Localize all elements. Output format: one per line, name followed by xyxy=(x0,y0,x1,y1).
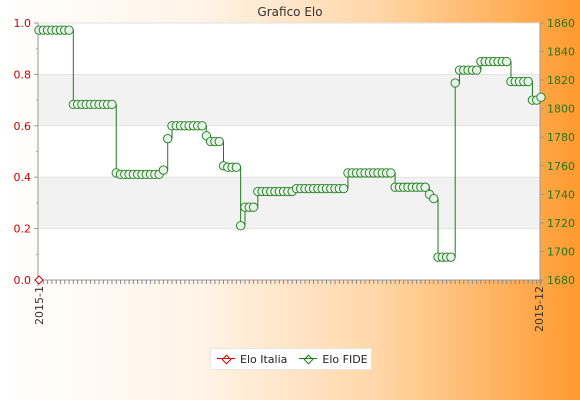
legend-item-elo-italia[interactable]: Elo Italia xyxy=(217,353,287,366)
plot-band xyxy=(38,177,540,229)
point-elo-fide xyxy=(107,99,117,110)
series-layer xyxy=(34,25,546,285)
left-tick-label: 0.4 xyxy=(14,171,32,184)
right-tick-label: 1760 xyxy=(547,160,575,173)
point-elo-fide xyxy=(231,162,242,172)
point-elo-fide xyxy=(420,182,430,192)
point-elo-fide xyxy=(214,136,224,147)
point-elo-fide xyxy=(236,221,246,231)
x-axis: 2015-1 2015-12 xyxy=(33,280,546,332)
right-tick-label: 1800 xyxy=(547,103,575,116)
point-elo-fide xyxy=(386,168,396,178)
legend: Elo Italia Elo FIDE xyxy=(210,348,372,370)
left-tick-label: 0.6 xyxy=(14,120,32,133)
point-elo-fide xyxy=(523,76,533,87)
point-elo-fide xyxy=(248,202,259,212)
point-elo-fide xyxy=(450,78,460,88)
point-elo-fide xyxy=(429,193,439,204)
legend-swatch-elo-fide-icon xyxy=(299,355,318,363)
right-tick-label: 1840 xyxy=(547,46,575,59)
point-elo-fide xyxy=(163,133,173,144)
point-elo-fide xyxy=(446,252,456,262)
point-elo-fide xyxy=(64,25,74,35)
legend-item-elo-fide[interactable]: Elo FIDE xyxy=(299,352,368,366)
right-tick-label: 1720 xyxy=(547,217,575,230)
legend-label-elo-fide: Elo FIDE xyxy=(322,352,368,366)
legend-swatch-elo-italia-icon xyxy=(217,355,235,363)
point-elo-fide xyxy=(502,56,512,67)
point-elo-fide xyxy=(197,121,207,131)
right-tick-label: 1820 xyxy=(547,74,575,87)
point-elo-italia xyxy=(34,275,44,285)
right-tick-label: 1700 xyxy=(547,245,575,258)
x-tick-label-end: 2015-12 xyxy=(533,286,546,332)
left-tick-label: 0.8 xyxy=(14,68,32,81)
left-axis: 0.0 0.2 0.4 0.6 0.8 1.0 xyxy=(14,17,38,287)
chart-title: Grafico Elo xyxy=(257,5,322,19)
right-tick-label: 1780 xyxy=(547,131,575,144)
legend-label-elo-italia: Elo Italia xyxy=(240,352,288,366)
plot-area xyxy=(38,23,540,280)
point-elo-fide xyxy=(536,92,546,102)
right-tick-label: 1860 xyxy=(547,17,575,30)
left-tick-label: 1.0 xyxy=(14,17,32,30)
point-elo-fide xyxy=(338,183,349,194)
right-tick-label: 1740 xyxy=(547,188,575,201)
point-elo-fide xyxy=(158,165,169,175)
left-tick-label: 0.2 xyxy=(14,223,32,236)
right-axis: 1680 1700 1720 1740 1760 1780 1800 1820 1840 1860 xyxy=(540,17,575,287)
left-tick-label: 0.0 xyxy=(14,274,32,287)
plot-bands xyxy=(38,23,540,280)
x-tick-label-start: 2015-1 xyxy=(33,286,46,325)
point-elo-fide xyxy=(471,65,482,75)
right-tick-label: 1680 xyxy=(547,274,575,287)
